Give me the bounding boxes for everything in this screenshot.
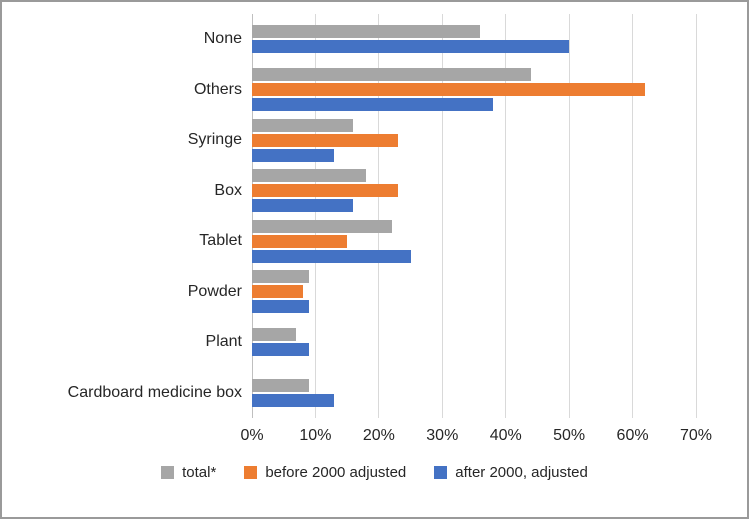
legend: total* before 2000 adjusted after 2000, ad… [2,464,747,481]
x-tick-label: 20% [362,427,395,444]
gridline [568,14,570,418]
bar-group [252,368,696,419]
legend-item: after 2000, adjusted [434,464,588,481]
x-tick-label: 60% [616,427,649,444]
bar [252,378,310,392]
bar [252,270,310,284]
bar [252,148,335,162]
gridline [695,14,697,418]
x-tick-label: 70% [679,427,713,444]
bar [252,98,494,112]
bar [252,68,532,82]
category-label: Syringe [187,131,242,149]
category-label: Tablet [199,232,242,250]
y-axis-labels: None Others Syringe Box Tablet Powder Plant Car… [2,14,252,418]
legend-swatch-icon [161,466,175,479]
legend-label: before 2000 adjusted [265,464,407,481]
bar-group [252,216,696,267]
bar [252,343,310,357]
legend-swatch-icon [434,466,448,479]
bar-group [252,115,696,166]
gridline [441,14,443,418]
legend-item: total* [161,464,216,481]
legend-label: total* [182,464,217,481]
category-label: Box [214,181,242,199]
bar-group [252,317,696,368]
bar [252,199,354,213]
legend-swatch-icon [244,466,258,479]
bar [252,219,392,233]
bar-group [252,65,696,116]
bar [252,133,398,147]
x-tick-label: 30% [426,427,459,444]
x-tick-label: 50% [553,427,586,444]
bar-group [252,14,696,65]
bar [252,328,297,342]
bar [252,249,411,263]
bar [252,25,481,39]
gridline [378,14,380,418]
bar-group [252,166,696,217]
x-tick-label: 40% [489,427,522,444]
gridline [505,14,507,418]
bar [252,234,348,248]
bar [252,285,303,299]
x-tick-label: 0% [240,427,264,444]
bar [252,40,570,54]
x-axis-line [251,14,253,418]
category-label: Powder [187,282,242,300]
gridline [314,14,316,418]
bar [252,169,367,183]
x-tick-label: 10% [299,427,332,444]
legend-item: before 2000 adjusted [244,464,406,481]
x-axis-labels: 0% 10% 20% 30% 40% 50% 60% 70% [240,418,712,452]
category-label: Others [193,80,242,98]
plot-area [251,14,697,419]
legend-label: after 2000, adjusted [455,464,588,481]
category-label: Cardboard medicine box [67,383,242,401]
bar [252,393,335,407]
bar [252,184,398,198]
bar [252,118,354,132]
plot-wrap: None Others Syringe Box Tablet Powder Plant Car… [2,2,747,418]
bar [252,300,310,314]
bar-group [252,267,696,318]
category-label: None [203,30,242,48]
category-label: Plant [205,333,242,351]
gridline [632,14,634,418]
bar [252,83,646,97]
